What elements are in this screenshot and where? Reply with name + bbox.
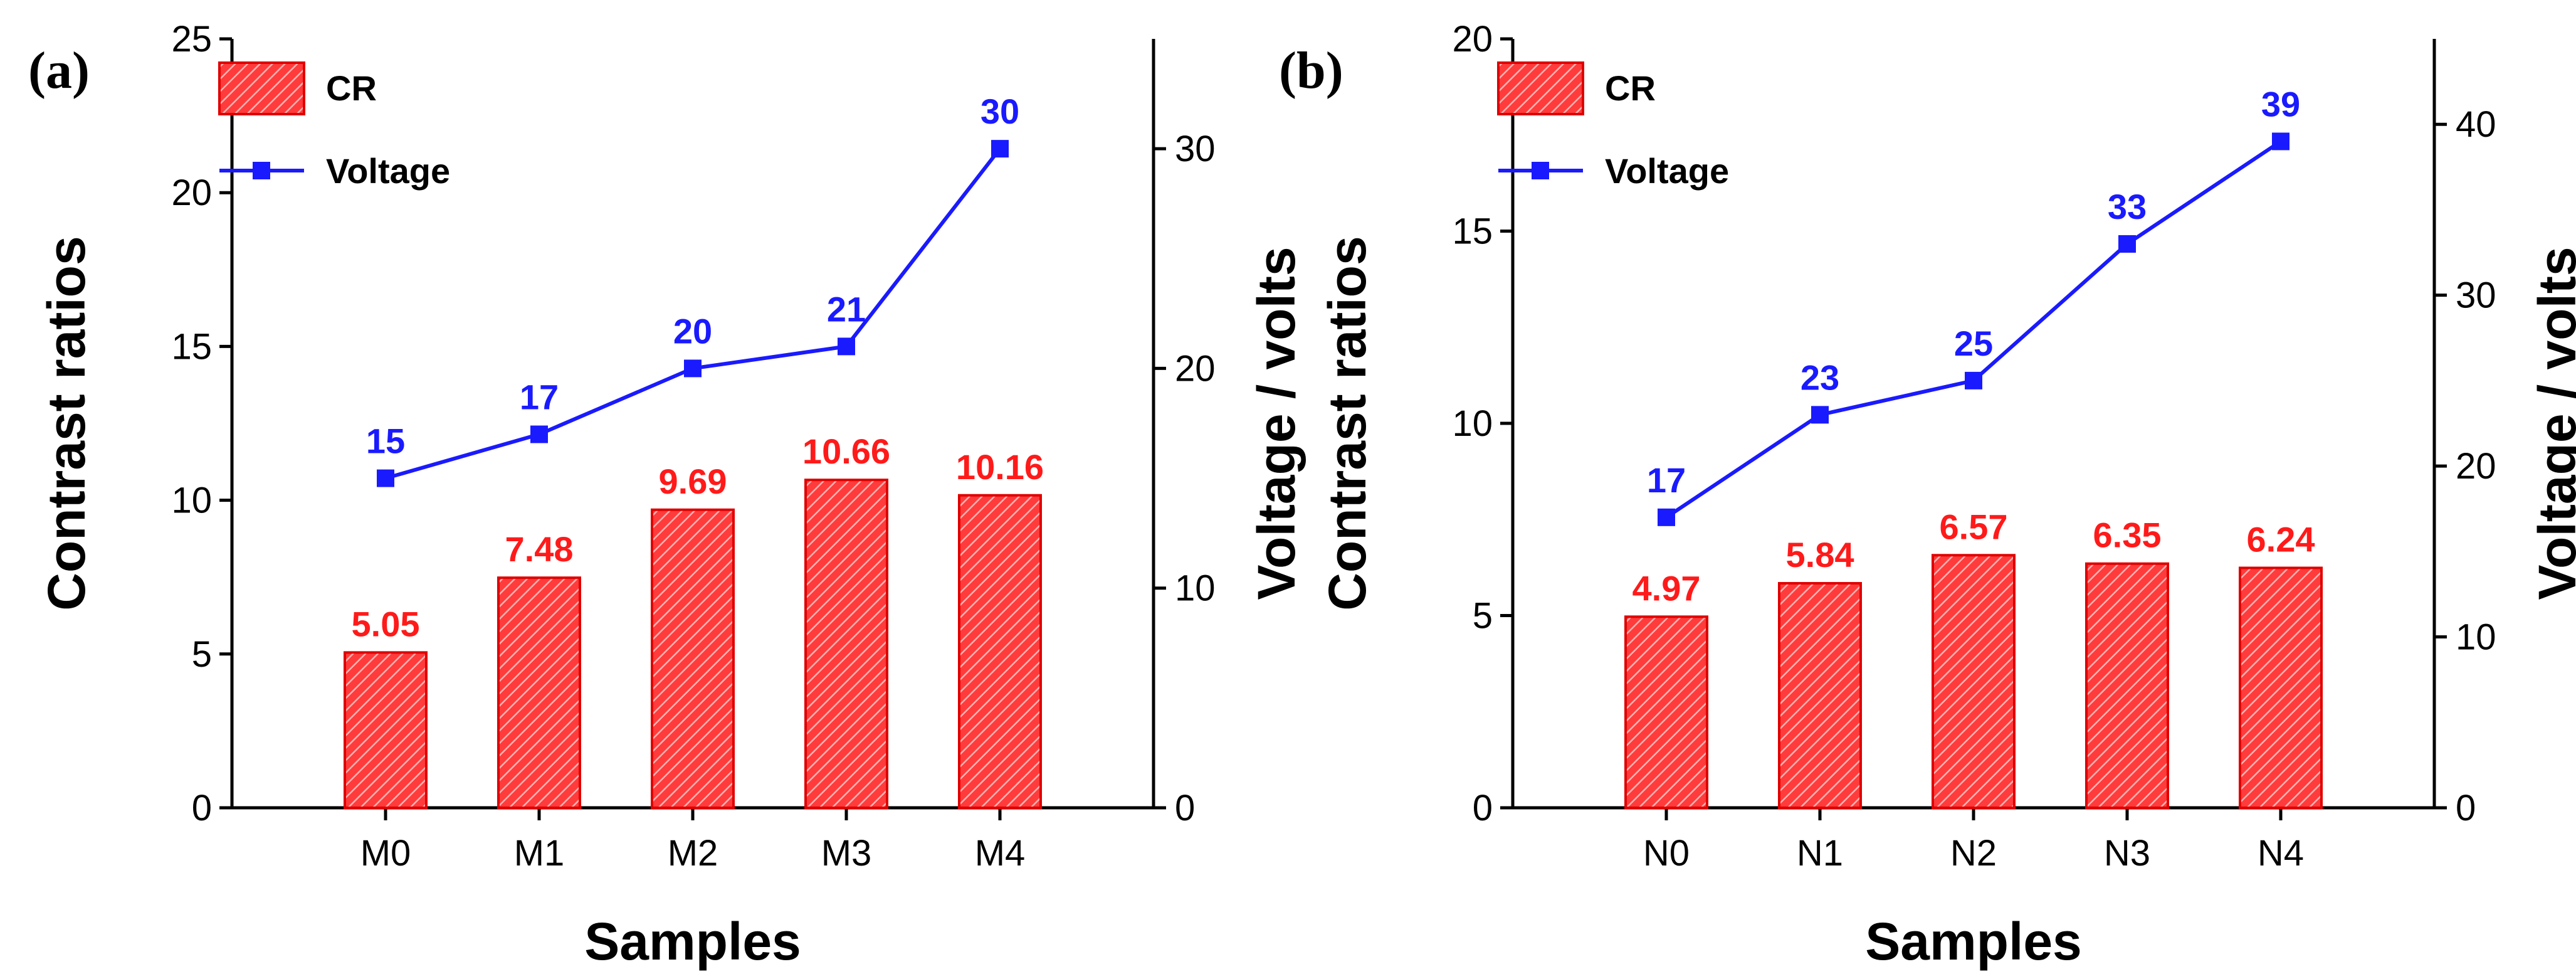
y-tick-label-right: 10 (1175, 568, 1216, 609)
panel-label: (b) (1279, 41, 1343, 100)
bar-data-label: 5.05 (352, 604, 420, 643)
y-tick-label-right: 20 (2456, 446, 2496, 487)
voltage-data-label: 17 (520, 378, 559, 417)
legend-swatch-voltage-marker (253, 162, 270, 179)
y-tick-label-right: 30 (1175, 129, 1216, 169)
legend-swatch-cr (1497, 61, 1584, 115)
x-tick-label: M4 (975, 833, 1026, 874)
y-tick-label-left: 10 (171, 480, 212, 521)
voltage-data-label: 39 (2261, 84, 2300, 124)
voltage-point (838, 337, 855, 356)
y-tick-label-left: 10 (1452, 403, 1493, 444)
voltage-data-label: 25 (1954, 324, 1993, 363)
voltage-point (991, 140, 1009, 158)
x-tick-label: N3 (2104, 833, 2150, 874)
bar (1778, 582, 1862, 809)
bar-data-label: 10.66 (802, 431, 890, 471)
y-tick-label-left: 20 (171, 172, 212, 213)
voltage-data-label: 15 (366, 421, 405, 461)
bar (1932, 554, 2016, 809)
legend-label-voltage: Voltage (326, 151, 450, 191)
bar (344, 651, 428, 810)
bar-data-label: 9.69 (659, 462, 727, 501)
y-tick-label-left: 15 (1452, 211, 1493, 252)
voltage-point (1658, 508, 1675, 526)
y-tick-label-right: 20 (1175, 348, 1216, 389)
bar-data-label: 5.84 (1786, 535, 1854, 574)
voltage-point (1965, 371, 1982, 389)
bar (497, 576, 581, 809)
bar (2085, 562, 2169, 809)
y-tick-label-right: 0 (1175, 788, 1195, 828)
legend-label-cr: CR (1605, 68, 1656, 108)
voltage-point (530, 425, 548, 443)
legend-label-voltage: Voltage (1605, 151, 1729, 191)
bar (804, 479, 888, 809)
voltage-data-label: 23 (1801, 357, 1839, 397)
x-tick-label: N1 (1797, 833, 1843, 874)
voltage-data-label: 20 (673, 311, 712, 351)
x-tick-label: N0 (1643, 833, 1690, 874)
panel-b: 0 5 10 15 20 0 10 20 30 40 N0 N1 N2 N3 N4 4.97 5.84 6.57 6… (1279, 19, 2576, 971)
y-tick-label-left: 5 (192, 634, 212, 675)
voltage-point (684, 359, 702, 378)
voltage-data-label: 17 (1647, 460, 1686, 500)
bar-data-label: 7.48 (505, 529, 574, 569)
y-tick-label-left: 15 (171, 326, 212, 367)
y-axis-title-right: Voltage / volts (2528, 246, 2576, 600)
voltage-data-label: 21 (827, 289, 866, 329)
y-tick-label-right: 30 (2456, 275, 2496, 316)
bar (651, 508, 735, 810)
legend-label-cr: CR (326, 68, 377, 108)
x-axis-title: Samples (1865, 912, 2082, 971)
x-tick-label: M1 (514, 833, 565, 874)
bar-data-label: 6.35 (2093, 516, 2162, 555)
bar-data-label: 4.97 (1632, 568, 1701, 608)
voltage-point (1811, 406, 1829, 424)
bar-data-label: 10.16 (956, 447, 1044, 487)
y-tick-label-left: 5 (1473, 596, 1493, 637)
y-tick-label-left: 0 (1473, 788, 1493, 828)
voltage-data-label: 30 (980, 92, 1019, 131)
y-axis-title-left: Contrast ratios (1318, 236, 1377, 610)
voltage-data-label: 33 (2108, 187, 2147, 226)
bar-data-label: 6.57 (1940, 507, 2008, 546)
bar-data-label: 6.24 (2247, 519, 2315, 559)
y-axis-title-left: Contrast ratios (37, 236, 96, 610)
y-tick-label-right: 0 (2456, 788, 2476, 828)
legend-swatch-cr (218, 61, 305, 115)
x-tick-label: N2 (1950, 833, 1997, 874)
panel-a: 0 5 10 15 20 25 0 10 20 30 M0 M1 M2 M3 M4 5.05 7.48 9.69 1… (28, 19, 1306, 971)
y-axis-title-right: Voltage / volts (1247, 246, 1306, 600)
bar (1624, 615, 1708, 809)
voltage-point (2272, 132, 2289, 151)
y-tick-label-left: 25 (171, 19, 212, 60)
y-tick-label-right: 40 (2456, 104, 2496, 145)
bar (2239, 566, 2323, 809)
voltage-point (2118, 235, 2136, 253)
bar (958, 494, 1042, 809)
panel-label: (a) (28, 41, 90, 100)
y-tick-label-left: 0 (192, 788, 212, 828)
voltage-point (377, 469, 394, 487)
x-axis-title: Samples (584, 912, 801, 971)
y-tick-label-right: 10 (2456, 617, 2496, 658)
legend-swatch-voltage-marker (1532, 162, 1549, 179)
x-tick-label: M2 (668, 833, 718, 874)
y-tick-label-left: 20 (1452, 19, 1493, 60)
x-tick-label: N4 (2258, 833, 2304, 874)
x-tick-label: M0 (360, 833, 411, 874)
x-tick-label: M3 (821, 833, 872, 874)
